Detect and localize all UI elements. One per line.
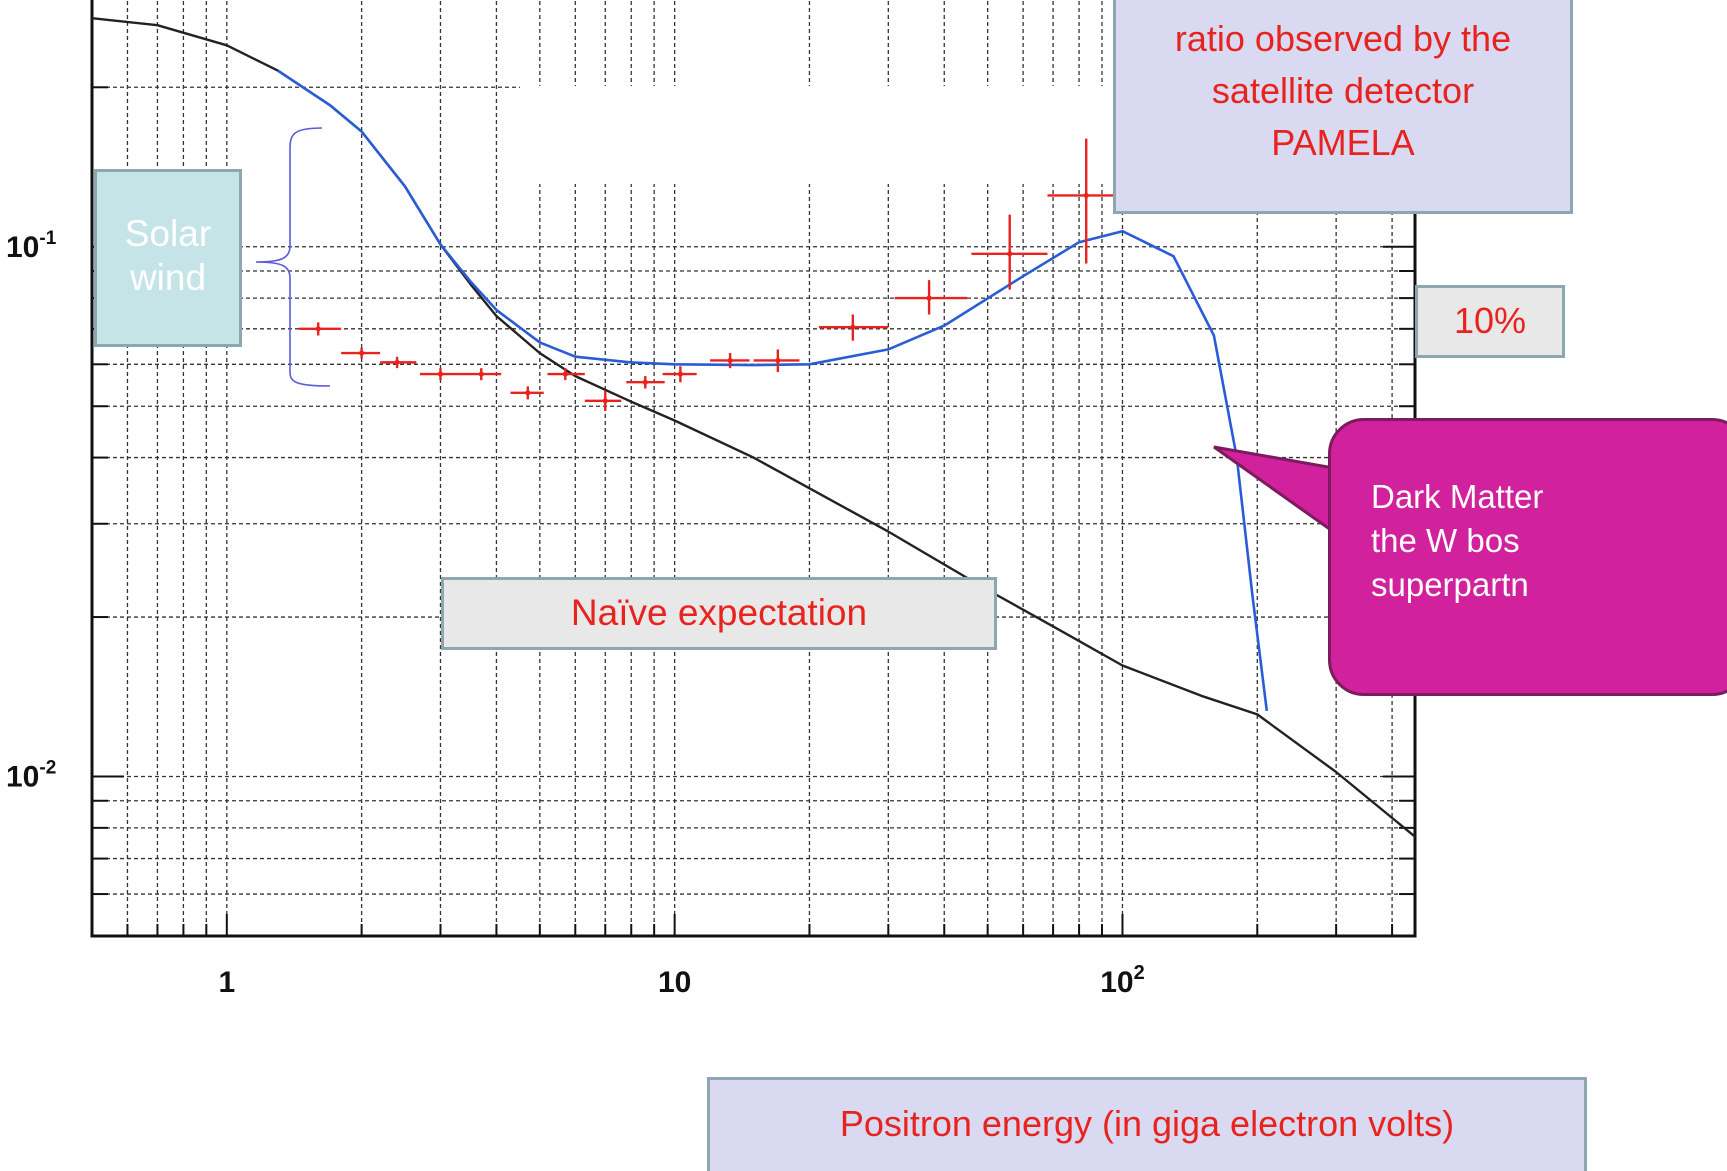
solar-wind-brace bbox=[255, 127, 331, 387]
solar-wind-line: wind bbox=[129, 257, 207, 298]
dark-matter-line: superpartn bbox=[1371, 566, 1529, 603]
dark-matter-line: Dark Matter bbox=[1371, 478, 1544, 515]
data-point bbox=[642, 379, 648, 385]
data-point bbox=[562, 371, 568, 377]
data-point bbox=[359, 350, 365, 356]
data-point bbox=[727, 357, 733, 364]
data-point bbox=[775, 357, 781, 364]
data-point bbox=[525, 390, 531, 396]
data-point bbox=[677, 371, 683, 377]
data-point bbox=[850, 324, 856, 330]
data-point bbox=[1083, 192, 1089, 199]
title-line: ratio observed by the bbox=[1174, 18, 1512, 59]
data-point bbox=[394, 359, 400, 365]
label-mask bbox=[520, 86, 1116, 184]
chart-title-box: ratio observed by the satellite detector… bbox=[1113, 0, 1573, 214]
dark-matter-line: the W bos bbox=[1371, 522, 1520, 559]
percent-label: 10% bbox=[1415, 285, 1565, 358]
data-point bbox=[926, 295, 932, 301]
data-point bbox=[437, 371, 444, 377]
x-tick-label: 1 bbox=[218, 966, 235, 999]
x-tick-label: 10 bbox=[658, 966, 691, 999]
title-line: satellite detector bbox=[1211, 70, 1475, 111]
series-line bbox=[277, 69, 1269, 712]
data-point bbox=[315, 326, 321, 332]
y-tick-label: 10-1 bbox=[6, 228, 57, 264]
x-axis-label: Positron energy (in giga electron volts) bbox=[707, 1077, 1587, 1171]
title-line: PAMELA bbox=[1271, 122, 1415, 163]
x-tick-label: 102 bbox=[1100, 962, 1145, 999]
naive-expectation-label: Naïve expectation bbox=[441, 577, 997, 650]
data-point bbox=[1007, 251, 1013, 257]
data-point bbox=[602, 398, 608, 404]
dark-matter-callout: Dark Matter the W bos superpartn bbox=[1328, 418, 1727, 696]
solar-wind-line: Solar bbox=[124, 213, 212, 254]
y-tick-label: 10-2 bbox=[6, 758, 56, 794]
data-point bbox=[478, 371, 484, 377]
solar-wind-label: Solar wind bbox=[94, 169, 242, 347]
